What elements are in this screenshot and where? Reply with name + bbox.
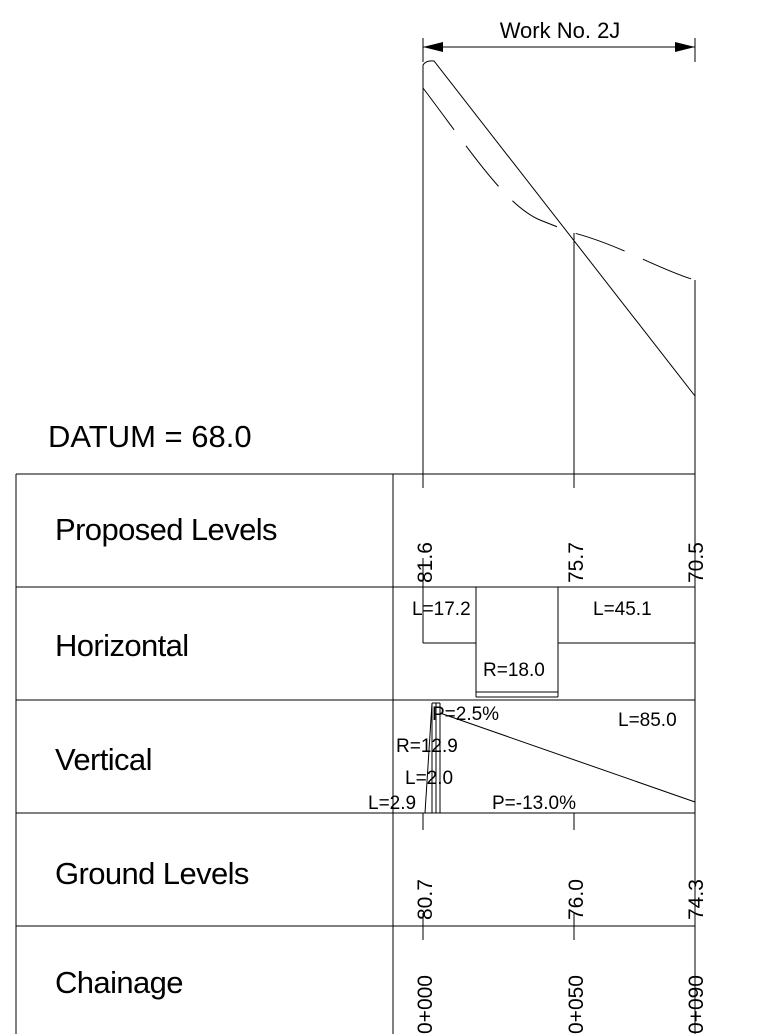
dimension-arrow-right [675, 42, 695, 52]
chainage-values: 0+000 0+050 0+090 [414, 975, 708, 1034]
v-grade-down [439, 712, 696, 803]
row-label-proposed-levels: Proposed Levels [55, 512, 277, 547]
horizontal-length-1: L=17.2 [412, 599, 471, 620]
datum-label: DATUM = 68.0 [48, 419, 252, 454]
vertical-grade-1: P=2.5% [432, 704, 499, 725]
proposed-levels-values: 81.6 75.7 70.5 [414, 542, 708, 600]
proposed-level-value: 75.7 [565, 542, 588, 583]
vertical-alignment: P=2.5% R=12.9 L=2.0 L=2.9 P=-13.0% L=85.… [368, 702, 696, 814]
vertical-curve-length: L=2.0 [405, 768, 453, 789]
vertical-length-end: L=85.0 [618, 710, 677, 731]
work-label: Work No. 2J [500, 18, 621, 43]
row-label-vertical: Vertical [55, 742, 152, 777]
horizontal-radius: R=18.0 [483, 660, 545, 681]
proposed-level-value: 81.6 [414, 542, 437, 583]
vertical-grade-2: P=-13.0% [492, 793, 576, 814]
ground-level-value: 74.3 [685, 879, 708, 920]
proposed-levels-profile [422, 60, 696, 488]
ground-level-value: 76.0 [565, 879, 588, 920]
chainage-value: 0+050 [565, 975, 588, 1034]
row-label-chainage: Chainage [55, 965, 183, 1000]
vertical-length-start: L=2.9 [368, 793, 416, 814]
chainage-value: 0+000 [414, 975, 437, 1034]
vertical-radius: R=12.9 [396, 736, 458, 757]
v-grade-up [424, 702, 433, 814]
row-label-horizontal: Horizontal [55, 628, 189, 663]
ground-levels-values: 80.7 76.0 74.3 [414, 813, 708, 940]
ground-level-value: 80.7 [414, 879, 437, 920]
dimension-arrow-left [423, 42, 443, 52]
chainage-value: 0+090 [685, 975, 708, 1034]
proposed-level-value: 70.5 [685, 542, 708, 583]
row-label-ground-levels: Ground Levels [55, 856, 249, 891]
work-extent-dimension: Work No. 2J [422, 18, 696, 62]
ground-levels-profile [422, 87, 696, 281]
profile-table [15, 473, 696, 1034]
profile-area [422, 60, 696, 488]
horizontal-alignment: L=17.2 R=18.0 L=45.1 [412, 587, 695, 698]
horizontal-length-2: L=45.1 [593, 599, 652, 620]
